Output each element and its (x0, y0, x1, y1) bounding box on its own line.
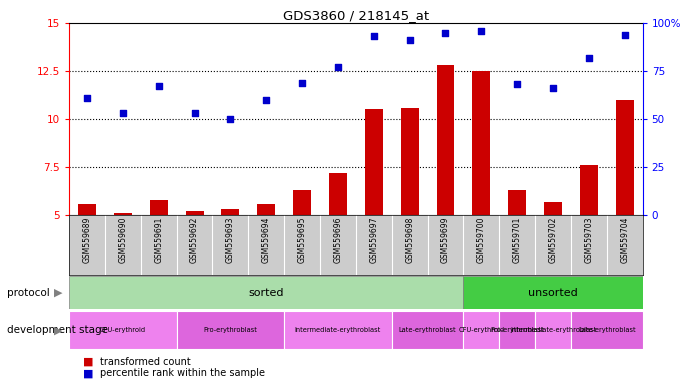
Point (404, 37, 415, 43)
Text: CFU-erythroid: CFU-erythroid (458, 327, 504, 333)
Bar (69, 276, 464, 309)
Text: sorted: sorted (249, 288, 284, 298)
Text: ■: ■ (83, 357, 93, 367)
Text: ▶: ▶ (54, 288, 62, 298)
Text: Pro-erythroblast: Pro-erythroblast (203, 327, 257, 333)
Point (296, 79, 307, 86)
Bar (69, 311, 177, 349)
Bar (392, 311, 464, 349)
Bar (293, 190, 311, 215)
Text: GSM559695: GSM559695 (298, 216, 307, 263)
Point (440, 30, 451, 36)
Text: Intermediate-erythroblast: Intermediate-erythroblast (295, 327, 381, 333)
Text: development stage: development stage (7, 325, 108, 335)
Text: ▶: ▶ (54, 325, 62, 335)
Point (511, 81, 522, 88)
Point (189, 110, 200, 116)
Bar (473, 71, 491, 215)
Point (261, 97, 272, 103)
Text: Late-erythroblast: Late-erythroblast (578, 327, 636, 333)
Bar (464, 276, 643, 309)
Bar (365, 109, 383, 215)
Text: percentile rank within the sample: percentile rank within the sample (100, 368, 265, 378)
Bar (78, 204, 96, 215)
Text: GSM559698: GSM559698 (405, 216, 414, 263)
Text: GSM559690: GSM559690 (118, 216, 127, 263)
Bar (401, 108, 419, 215)
Bar (257, 204, 275, 215)
Bar (329, 173, 347, 215)
Point (476, 28, 487, 34)
Point (82, 95, 93, 101)
Point (153, 83, 164, 89)
Bar (437, 65, 455, 215)
Bar (150, 200, 168, 215)
Point (332, 64, 343, 70)
Title: GDS3860 / 218145_at: GDS3860 / 218145_at (283, 9, 429, 22)
Bar (284, 311, 392, 349)
Bar (508, 190, 526, 215)
Point (619, 31, 630, 38)
Point (583, 55, 594, 61)
Bar (464, 311, 499, 349)
Bar (499, 311, 535, 349)
Text: GSM559700: GSM559700 (477, 216, 486, 263)
Text: unsorted: unsorted (528, 288, 578, 298)
Bar (186, 211, 204, 215)
Bar (535, 311, 571, 349)
Point (368, 33, 379, 40)
Text: transformed count: transformed count (100, 357, 191, 367)
Text: GSM559691: GSM559691 (154, 216, 163, 263)
Point (117, 110, 129, 116)
Text: Intermediate-erythroblast: Intermediate-erythroblast (510, 327, 596, 333)
Text: Late-erythroblast: Late-erythroblast (399, 327, 456, 333)
Bar (177, 311, 284, 349)
Text: GSM559699: GSM559699 (441, 216, 450, 263)
Bar (221, 209, 239, 215)
Bar (580, 165, 598, 215)
Text: GSM559697: GSM559697 (369, 216, 378, 263)
Text: GSM559703: GSM559703 (585, 216, 594, 263)
Point (547, 85, 558, 91)
Text: GSM559704: GSM559704 (621, 216, 630, 263)
Point (225, 116, 236, 122)
Text: Pro-erythroblast: Pro-erythroblast (490, 327, 544, 333)
Text: GSM559696: GSM559696 (334, 216, 343, 263)
Text: GSM559694: GSM559694 (262, 216, 271, 263)
Text: protocol: protocol (7, 288, 50, 298)
Bar (114, 213, 132, 215)
Text: GSM559702: GSM559702 (549, 216, 558, 263)
Text: ■: ■ (83, 368, 93, 378)
Text: GSM559693: GSM559693 (226, 216, 235, 263)
Text: GSM559692: GSM559692 (190, 216, 199, 263)
Text: CFU-erythroid: CFU-erythroid (100, 327, 146, 333)
Bar (544, 202, 562, 215)
Text: GSM559689: GSM559689 (82, 216, 91, 263)
Text: GSM559701: GSM559701 (513, 216, 522, 263)
Bar (571, 311, 643, 349)
Bar (616, 100, 634, 215)
